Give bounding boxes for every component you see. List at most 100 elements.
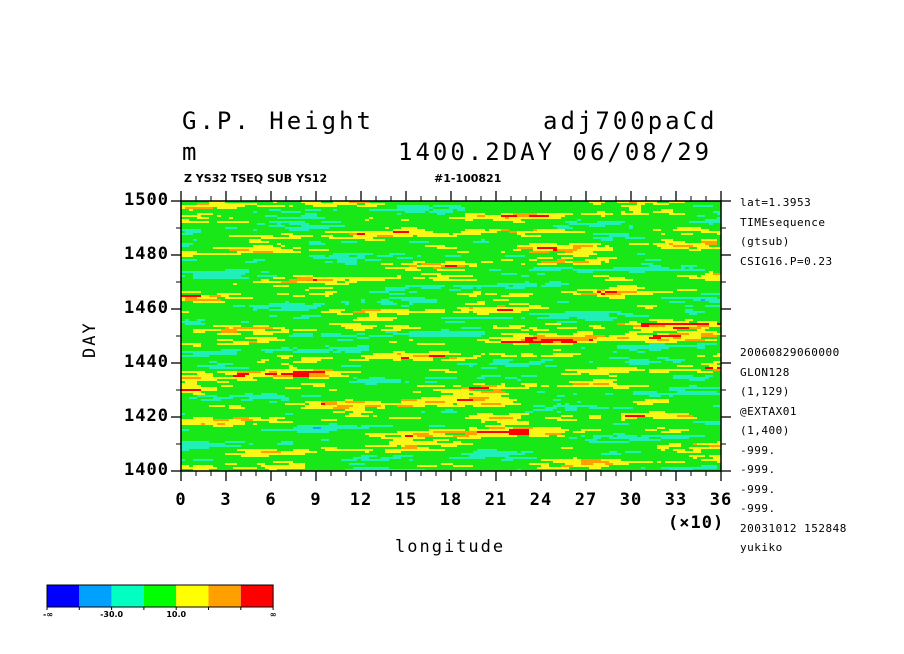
heatmap-cell xyxy=(681,335,701,337)
heatmap-cell xyxy=(641,391,657,393)
heatmap-cell xyxy=(333,253,341,255)
heatmap-cell xyxy=(437,275,457,277)
heatmap-cell xyxy=(481,383,485,385)
heatmap-cell xyxy=(297,431,301,433)
heatmap-cell xyxy=(557,337,577,339)
heatmap-cell xyxy=(421,343,437,345)
side-info-line: lat=1.3953 xyxy=(740,196,812,209)
heatmap-cell xyxy=(501,415,521,417)
heatmap-cell xyxy=(277,251,285,253)
heatmap-cell xyxy=(197,203,209,205)
heatmap-cell xyxy=(581,213,597,215)
heatmap-cell xyxy=(561,465,573,467)
heatmap-cell xyxy=(213,421,225,423)
heatmap-cell xyxy=(361,415,369,417)
heatmap-cell xyxy=(465,333,485,335)
heatmap-cell xyxy=(453,395,461,397)
heatmap-cell xyxy=(265,467,273,469)
heatmap-cell xyxy=(309,293,329,295)
heatmap-cell xyxy=(253,423,257,425)
heatmap-cell xyxy=(573,339,589,341)
heatmap-cell xyxy=(409,303,413,305)
heatmap-cell xyxy=(493,359,513,361)
heatmap-cell xyxy=(701,327,709,329)
heatmap-cell xyxy=(457,209,465,211)
heatmap-cell xyxy=(697,321,717,323)
heatmap-cell xyxy=(505,259,513,261)
heatmap-cell xyxy=(705,299,721,301)
heatmap-cell xyxy=(281,363,289,365)
heatmap-cell xyxy=(533,247,537,249)
heatmap-cell xyxy=(597,325,601,327)
heatmap-cell xyxy=(353,311,361,313)
heatmap-cell xyxy=(569,437,577,439)
heatmap-cell xyxy=(181,291,201,293)
heatmap-cell xyxy=(569,381,589,383)
heatmap-cell xyxy=(657,333,661,335)
heatmap-cell xyxy=(445,269,465,271)
heatmap-cell xyxy=(553,461,561,463)
heatmap-cell xyxy=(409,339,413,341)
heatmap-cell xyxy=(509,217,513,219)
heatmap-cell xyxy=(349,323,361,325)
heatmap-cell xyxy=(573,313,581,315)
heatmap-cell xyxy=(685,391,689,393)
heatmap-cell xyxy=(265,215,277,217)
heatmap-cell xyxy=(525,339,533,341)
heatmap-cell xyxy=(401,353,417,355)
heatmap-cell xyxy=(593,247,613,249)
heatmap-cell xyxy=(625,417,637,419)
heatmap-cell xyxy=(553,399,561,401)
heatmap-cell xyxy=(181,215,201,217)
heatmap-cell xyxy=(689,249,701,251)
heatmap-cell xyxy=(333,351,341,353)
heatmap-cell xyxy=(677,275,697,277)
heatmap-cell xyxy=(249,247,265,249)
heatmap-cell xyxy=(401,219,409,221)
heatmap-cell xyxy=(409,233,429,235)
heatmap-cell xyxy=(505,217,509,219)
heatmap-cell xyxy=(185,299,201,301)
heatmap-cell xyxy=(305,427,313,429)
heatmap-cell xyxy=(205,301,225,303)
heatmap-cell xyxy=(181,311,189,313)
heatmap-cell xyxy=(533,405,545,407)
side-info-line: @EXTAX01 xyxy=(740,404,797,418)
heatmap-cell xyxy=(573,269,593,271)
heatmap-cell xyxy=(717,247,721,249)
heatmap-cell xyxy=(181,383,197,385)
heatmap-cell xyxy=(537,337,557,339)
heatmap-cell xyxy=(525,337,537,339)
heatmap-cell xyxy=(601,453,621,455)
heatmap-cell xyxy=(461,293,465,295)
heatmap-cell xyxy=(261,375,273,377)
heatmap-cell xyxy=(193,469,209,471)
heatmap-cell xyxy=(605,259,609,261)
heatmap-cell xyxy=(329,423,337,425)
heatmap-cell xyxy=(489,417,497,419)
heatmap-cell xyxy=(277,339,285,341)
heatmap-cell xyxy=(665,359,685,361)
heatmap-cell xyxy=(341,365,361,367)
heatmap-cell xyxy=(689,391,701,393)
heatmap-cell xyxy=(269,305,281,307)
heatmap-cell xyxy=(321,401,337,403)
subtitle-left: Z YS32 TSEQ SUB YS12 xyxy=(184,172,328,185)
heatmap-cell xyxy=(185,297,197,299)
heatmap-cell xyxy=(617,337,629,339)
heatmap-cell xyxy=(705,273,713,275)
heatmap-cell xyxy=(437,213,445,215)
heatmap-cell xyxy=(213,419,229,421)
heatmap-cell xyxy=(265,247,281,249)
heatmap-cell xyxy=(641,361,657,363)
heatmap-cell xyxy=(181,321,193,323)
heatmap-cell xyxy=(609,297,625,299)
heatmap-cell xyxy=(269,453,289,455)
heatmap-cell xyxy=(485,455,505,457)
heatmap-cell xyxy=(665,241,685,243)
heatmap-cell xyxy=(425,309,429,311)
heatmap-cell xyxy=(389,437,409,439)
heatmap-cell xyxy=(697,355,705,357)
heatmap-cell xyxy=(409,205,429,207)
heatmap-cell xyxy=(641,325,649,327)
